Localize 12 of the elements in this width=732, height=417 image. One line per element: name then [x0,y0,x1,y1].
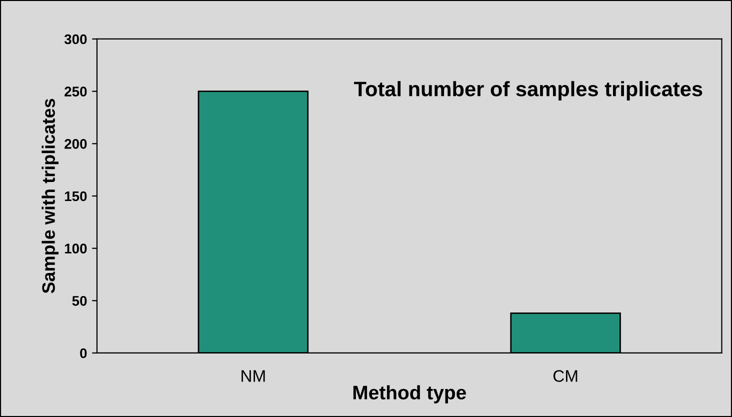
y-tick-label: 0 [80,348,87,358]
y-tick-label: 50 [72,296,87,306]
y-tick-label: 250 [64,86,87,96]
y-tick-label: 200 [64,138,87,149]
y-tick-label: 300 [64,34,87,44]
text: Total number of samples triplicates [354,81,702,101]
y-tick-label: 150 [64,191,87,202]
x-axis-title: Method type [353,385,466,404]
x-tick-label: CM [553,370,578,382]
y-axis-title: Sample with triplicates [42,98,59,294]
x-tick-label: NM [242,370,265,382]
y-tick-label: 100 [64,244,87,254]
